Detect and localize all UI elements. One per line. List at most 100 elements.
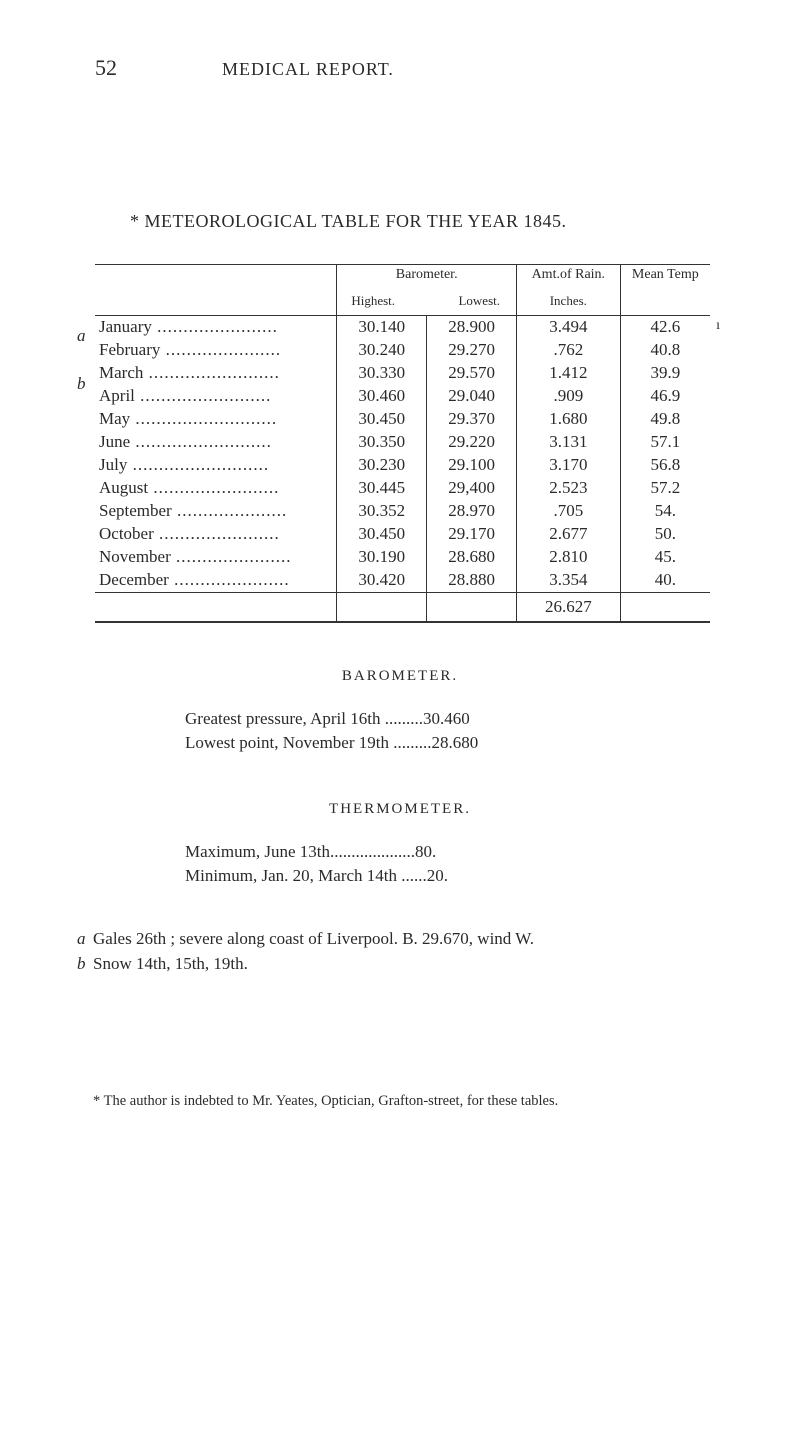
table-row: October .......................30.45029.… bbox=[95, 523, 710, 546]
month-cell: May ........................... bbox=[95, 408, 337, 431]
sum-blank2 bbox=[337, 592, 427, 621]
row-prefix-b: b bbox=[77, 374, 86, 394]
cell-low: 29.570 bbox=[427, 362, 517, 385]
cell-temp: 39.9 bbox=[620, 362, 710, 385]
cell-rain: .909 bbox=[517, 385, 621, 408]
cell-temp: 57.2 bbox=[620, 477, 710, 500]
table-bottom-rule bbox=[95, 621, 710, 622]
met-table-wrap: a b Barometer. Amt.of Rain. Mean Temp Hi… bbox=[95, 264, 725, 623]
cell-high: 30.230 bbox=[337, 454, 427, 477]
cell-rain: 3.131 bbox=[517, 431, 621, 454]
table-row: July ..........................30.23029.… bbox=[95, 454, 710, 477]
month-cell: March ......................... bbox=[95, 362, 337, 385]
month-cell: November ...................... bbox=[95, 546, 337, 569]
cell-low: 28.900 bbox=[427, 315, 517, 339]
subhead-blank2 bbox=[620, 291, 710, 315]
cell-low: 29.100 bbox=[427, 454, 517, 477]
cell-high: 30.190 bbox=[337, 546, 427, 569]
cell-low: 29.270 bbox=[427, 339, 517, 362]
cell-high: 30.350 bbox=[337, 431, 427, 454]
cell-rain: 3.170 bbox=[517, 454, 621, 477]
cell-rain: 2.677 bbox=[517, 523, 621, 546]
hdr-amt-rain: Amt.of Rain. bbox=[517, 265, 621, 292]
subhead-blank bbox=[95, 291, 337, 315]
month-cell: October ....................... bbox=[95, 523, 337, 546]
cell-rain: 3.354 bbox=[517, 569, 621, 593]
total-rain: 26.627 bbox=[517, 592, 621, 621]
note-b-text: Snow 14th, 15th, 19th. bbox=[93, 954, 248, 973]
cell-temp: 40. bbox=[620, 569, 710, 593]
table-row: May ...........................30.45029.… bbox=[95, 408, 710, 431]
cell-low: 29.040 bbox=[427, 385, 517, 408]
row-prefix-a: a bbox=[77, 326, 86, 346]
cell-temp: 46.9 bbox=[620, 385, 710, 408]
cell-low: 29.370 bbox=[427, 408, 517, 431]
table-row: January .......................30.14028.… bbox=[95, 315, 710, 339]
cell-low: 29.220 bbox=[427, 431, 517, 454]
cell-high: 30.460 bbox=[337, 385, 427, 408]
cell-temp: 54. bbox=[620, 500, 710, 523]
cell-rain: 2.523 bbox=[517, 477, 621, 500]
thermometer-block: Maximum, June 13th....................80… bbox=[185, 840, 725, 889]
cell-low: 28.680 bbox=[427, 546, 517, 569]
cell-temp: 50. bbox=[620, 523, 710, 546]
sum-blank4 bbox=[620, 592, 710, 621]
subhead-inches: Inches. bbox=[517, 291, 621, 315]
cell-low: 28.970 bbox=[427, 500, 517, 523]
cell-temp: 45. bbox=[620, 546, 710, 569]
month-cell: August ........................ bbox=[95, 477, 337, 500]
month-cell: September ..................... bbox=[95, 500, 337, 523]
cell-temp: 42.6 bbox=[620, 315, 710, 339]
table-row: December ......................30.42028.… bbox=[95, 569, 710, 593]
cell-high: 30.450 bbox=[337, 523, 427, 546]
barometer-line1: Greatest pressure, April 16th .........3… bbox=[185, 707, 725, 732]
cell-rain: .705 bbox=[517, 500, 621, 523]
cell-rain: 2.810 bbox=[517, 546, 621, 569]
cell-temp: 57.1 bbox=[620, 431, 710, 454]
cell-temp: 40.8 bbox=[620, 339, 710, 362]
page-header: 52 MEDICAL REPORT. bbox=[95, 55, 725, 81]
table-row: November ......................30.19028.… bbox=[95, 546, 710, 569]
page-number: 52 bbox=[95, 55, 117, 81]
month-cell: June .......................... bbox=[95, 431, 337, 454]
table-title: * METEOROLOGICAL TABLE FOR THE YEAR 1845… bbox=[130, 211, 725, 232]
table-row: September .....................30.35228.… bbox=[95, 500, 710, 523]
cell-rain: 1.412 bbox=[517, 362, 621, 385]
hdr-mean-temp: Mean Temp bbox=[620, 265, 710, 292]
cell-rain: .762 bbox=[517, 339, 621, 362]
month-cell: April ......................... bbox=[95, 385, 337, 408]
note-a-text: Gales 26th ; severe along coast of Liver… bbox=[93, 929, 534, 948]
note-b: bSnow 14th, 15th, 19th. bbox=[77, 952, 725, 977]
table-row: April .........................30.46029.… bbox=[95, 385, 710, 408]
thermometer-line2: Minimum, Jan. 20, March 14th ......20. bbox=[185, 864, 725, 889]
barometer-heading: BAROMETER. bbox=[75, 668, 725, 685]
cell-rain: 1.680 bbox=[517, 408, 621, 431]
table-row: February ......................30.24029.… bbox=[95, 339, 710, 362]
note-a-prefix: a bbox=[77, 927, 93, 952]
hdr-barometer: Barometer. bbox=[337, 265, 517, 292]
cell-high: 30.330 bbox=[337, 362, 427, 385]
cell-low: 29,400 bbox=[427, 477, 517, 500]
note-a: aGales 26th ; severe along coast of Live… bbox=[77, 927, 725, 952]
footnote: * The author is indebted to Mr. Yeates, … bbox=[93, 1091, 725, 1111]
thermometer-heading: THERMOMETER. bbox=[75, 801, 725, 818]
table-row: June ..........................30.35029.… bbox=[95, 431, 710, 454]
cell-high: 30.240 bbox=[337, 339, 427, 362]
table-row: August ........................30.44529,… bbox=[95, 477, 710, 500]
hdr-blank bbox=[95, 265, 337, 292]
cell-high: 30.352 bbox=[337, 500, 427, 523]
met-table: Barometer. Amt.of Rain. Mean Temp Highes… bbox=[95, 264, 710, 623]
cell-high: 30.140 bbox=[337, 315, 427, 339]
running-head: MEDICAL REPORT. bbox=[222, 59, 394, 80]
cell-high: 30.445 bbox=[337, 477, 427, 500]
cell-low: 28.880 bbox=[427, 569, 517, 593]
cell-high: 30.450 bbox=[337, 408, 427, 431]
notes-block: aGales 26th ; severe along coast of Live… bbox=[77, 927, 725, 976]
cell-temp: 56.8 bbox=[620, 454, 710, 477]
sum-blank bbox=[95, 592, 337, 621]
subhead-lowest: Lowest. bbox=[427, 291, 517, 315]
month-cell: January ....................... bbox=[95, 315, 337, 339]
barometer-line2: Lowest point, November 19th .........28.… bbox=[185, 731, 725, 756]
cell-low: 29.170 bbox=[427, 523, 517, 546]
month-cell: February ...................... bbox=[95, 339, 337, 362]
